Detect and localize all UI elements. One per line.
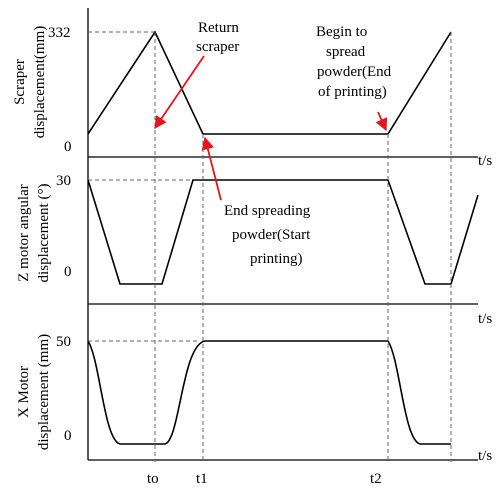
begin-spread-line3: powder(End [317,64,392,80]
scraper-curve [87,30,452,135]
y-tick-332: 332 [48,25,71,41]
y-label-x-2: displacement (mm) [36,334,52,450]
begin-spread-line4: of printing) [318,84,387,100]
time-mark-to: to [147,471,159,487]
annotation-begin-spread: Begin to spread powder(End of printing) [316,24,392,132]
y-tick-0-x: 0 [64,428,72,444]
end-spread-line2: powder(Start [232,227,311,243]
begin-spread-line1: Begin to [316,24,367,40]
return-scraper-line1: Return [198,20,239,36]
begin-spread-line2: spread [326,44,366,60]
x-unit-scraper: t/s [478,153,492,169]
begin-spread-arrow [375,111,388,132]
end-spread-line1: End spreading [224,203,311,219]
x-motor-curve [87,340,451,445]
end-spread-line3: printing) [250,251,303,267]
panel-z-motor: 30 0 t/s Z motor angular displacement (°… [16,173,492,327]
x-unit-x: t/s [478,448,492,464]
y-label-scraper-1: Scraper [12,59,28,105]
annotation-return-scraper: Return scraper [154,20,239,130]
y-tick-0-z: 0 [64,264,72,280]
x-unit-z: t/s [478,311,492,327]
y-label-z-1: Z motor angular [16,184,32,281]
y-label-scraper-2: displacement(mm) [32,26,48,138]
return-scraper-arrow [154,55,205,130]
return-scraper-line2: scraper [196,39,239,55]
annotation-end-spread: End spreading powder(Start printing) [201,136,311,267]
z-motor-curve [87,179,479,285]
y-label-z-2: displacement (°) [36,184,52,283]
y-tick-30: 30 [56,173,71,189]
panel-scraper: 332 0 t/s Scraper displacement(mm) [12,25,492,169]
end-spread-arrow [201,136,222,201]
time-mark-t2: t2 [370,471,382,487]
y-tick-0-scraper: 0 [64,139,72,155]
panel-x-motor: 50 0 t/s X Motor displacement (mm) [16,334,492,464]
y-label-x-1: X Motor [16,366,32,418]
y-tick-50: 50 [56,334,71,350]
time-mark-t1: t1 [196,471,208,487]
